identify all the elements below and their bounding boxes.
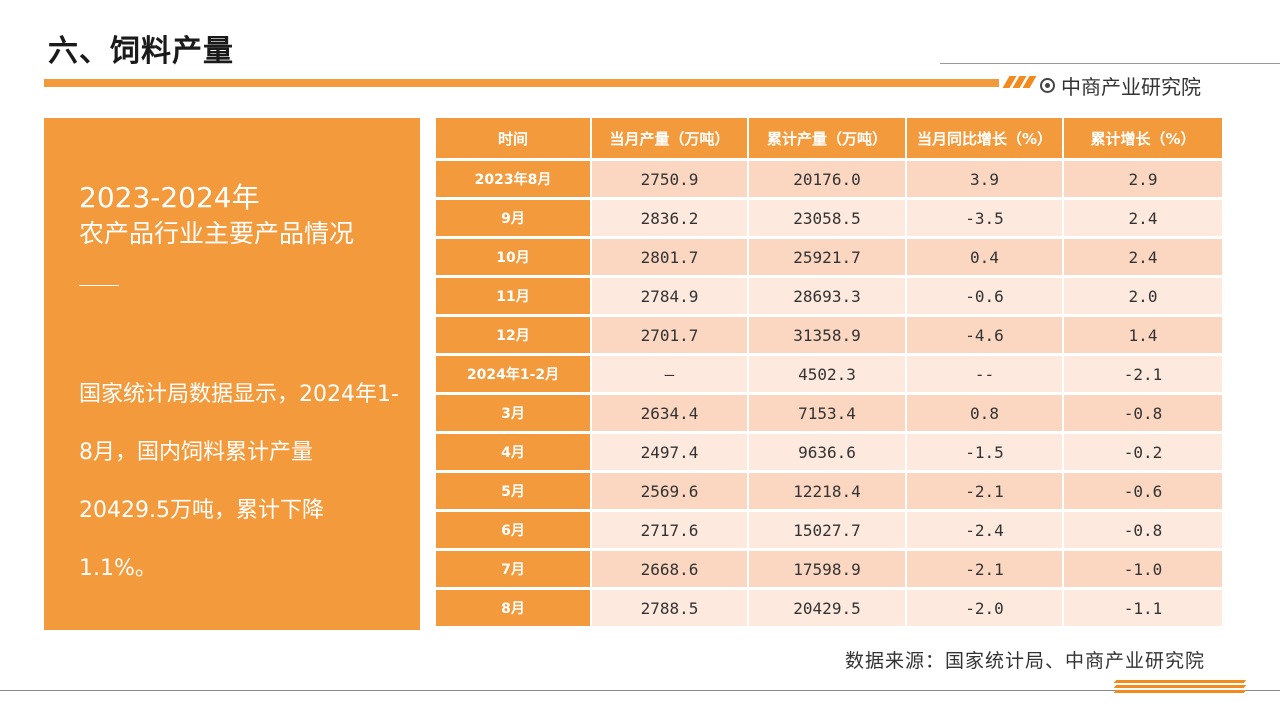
header-divider [940, 63, 1280, 64]
table-header-row: 时间 当月产量（万吨） 累计产量（万吨） 当月同比增长（%） 累计增长（%） [436, 118, 1222, 161]
table-cell: 2750.9 [592, 161, 749, 200]
header-stripes-decoration [1002, 76, 1037, 88]
table-row: 9月 2836.2 23058.5 -3.5 2.4 [436, 200, 1222, 239]
table-cell: 17598.9 [749, 551, 907, 590]
row-period-cell: 7月 [436, 551, 592, 590]
table-cell: -2.1 [1064, 356, 1222, 395]
table-cell: -1.5 [907, 434, 1064, 473]
table-cell: -4.6 [907, 317, 1064, 356]
table-cell: -2.1 [907, 551, 1064, 590]
column-header: 累计增长（%） [1064, 118, 1222, 161]
table-cell: 2836.2 [592, 200, 749, 239]
table-cell: 2569.6 [592, 473, 749, 512]
table-cell: 9636.6 [749, 434, 907, 473]
table-cell: -3.5 [907, 200, 1064, 239]
table-row: 2024年1-2月 —4502.3 -- -2.1 [436, 356, 1222, 395]
table-cell: -2.1 [907, 473, 1064, 512]
table-row: 2023年8月 2750.9 20176.0 3.9 2.9 [436, 161, 1222, 200]
table-cell: -0.2 [1064, 434, 1222, 473]
row-period-cell: 8月 [436, 590, 592, 629]
table-cell: 2788.5 [592, 590, 749, 629]
table-cell: 25921.7 [749, 239, 907, 278]
row-period-cell: 3月 [436, 395, 592, 434]
page-title: 六、饲料产量 [48, 34, 234, 69]
title-underline-bar [44, 79, 999, 87]
row-period-cell: 6月 [436, 512, 592, 551]
table-cell: -0.8 [1064, 512, 1222, 551]
table-cell: 31358.9 [749, 317, 907, 356]
row-period-cell: 10月 [436, 239, 592, 278]
footer-divider [0, 690, 1280, 691]
table-cell: 2784.9 [592, 278, 749, 317]
table-cell: 2668.6 [592, 551, 749, 590]
row-period-cell: 2024年1-2月 [436, 356, 592, 395]
table-cell: 0.4 [907, 239, 1064, 278]
table-cell: 4502.3 [749, 356, 907, 395]
brand-name: 中商产业研究院 [1061, 75, 1201, 99]
column-header: 累计产量（万吨） [749, 118, 907, 161]
data-source-note: 数据来源：国家统计局、中商产业研究院 [845, 650, 1206, 672]
table-cell: 2.0 [1064, 278, 1222, 317]
table-cell: 2.4 [1064, 239, 1222, 278]
table-row: 4月 2497.4 9636.6 -1.5 -0.2 [436, 434, 1222, 473]
row-period-cell: 2023年8月 [436, 161, 592, 200]
table-cell: 2717.6 [592, 512, 749, 551]
table-row: 6月 2717.6 15027.7 -2.4 -0.8 [436, 512, 1222, 551]
table-cell: -0.6 [907, 278, 1064, 317]
row-period-cell: 5月 [436, 473, 592, 512]
table-row: 7月 2668.6 17598.9 -2.1 -1.0 [436, 551, 1222, 590]
table-cell: 20176.0 [749, 161, 907, 200]
table-row: 5月 2569.6 12218.4 -2.1 -0.6 [436, 473, 1222, 512]
footer-stripes-decoration [1113, 680, 1247, 693]
table-row: 12月 2701.7 31358.9 -4.6 1.4 [436, 317, 1222, 356]
summary-panel: 2023-2024年 农产品行业主要产品情况 国家统计局数据显示，2024年1-… [44, 118, 420, 630]
table-cell: -1.1 [1064, 590, 1222, 629]
table-cell: 2801.7 [592, 239, 749, 278]
feed-production-table: 时间 当月产量（万吨） 累计产量（万吨） 当月同比增长（%） 累计增长（%） 2023年… [436, 118, 1222, 629]
row-period-cell: 4月 [436, 434, 592, 473]
table-cell: 20429.5 [749, 590, 907, 629]
table-cell: -0.8 [1064, 395, 1222, 434]
table-cell: 2634.4 [592, 395, 749, 434]
table-cell: — [592, 356, 749, 395]
summary-divider [79, 285, 119, 286]
table-row: 3月 2634.4 7153.4 0.8 -0.8 [436, 395, 1222, 434]
table-row: 10月 2801.7 25921.7 0.4 2.4 [436, 239, 1222, 278]
table-cell: 2701.7 [592, 317, 749, 356]
table-cell: -2.4 [907, 512, 1064, 551]
table-cell: 2497.4 [592, 434, 749, 473]
brand-logo: 中商产业研究院 [1040, 71, 1201, 100]
table-cell: 0.8 [907, 395, 1064, 434]
table-row: 11月 2784.9 28693.3 -0.6 2.0 [436, 278, 1222, 317]
brand-circle-icon [1040, 78, 1055, 93]
table-cell: -- [907, 356, 1064, 395]
table-cell: 1.4 [1064, 317, 1222, 356]
column-header: 当月产量（万吨） [592, 118, 749, 161]
summary-year: 2023-2024年 [79, 181, 260, 214]
table-row: 8月 2788.5 20429.5 -2.0 -1.1 [436, 590, 1222, 629]
table-cell: 23058.5 [749, 200, 907, 239]
table-cell: 7153.4 [749, 395, 907, 434]
table-cell: 15027.7 [749, 512, 907, 551]
table-cell: -1.0 [1064, 551, 1222, 590]
row-period-cell: 12月 [436, 317, 592, 356]
column-header: 时间 [436, 118, 592, 161]
table-cell: -2.0 [907, 590, 1064, 629]
table-cell: -0.6 [1064, 473, 1222, 512]
table-cell: 12218.4 [749, 473, 907, 512]
column-header: 当月同比增长（%） [907, 118, 1064, 161]
table-cell: 2.9 [1064, 161, 1222, 200]
row-period-cell: 9月 [436, 200, 592, 239]
table-cell: 3.9 [907, 161, 1064, 200]
table-cell: 2.4 [1064, 200, 1222, 239]
summary-subtitle: 农产品行业主要产品情况 [79, 219, 355, 248]
table-cell: 28693.3 [749, 278, 907, 317]
summary-body-text: 国家统计局数据显示，2024年1-8月，国内饲料累计产量20429.5万吨，累计… [79, 382, 399, 581]
row-period-cell: 11月 [436, 278, 592, 317]
